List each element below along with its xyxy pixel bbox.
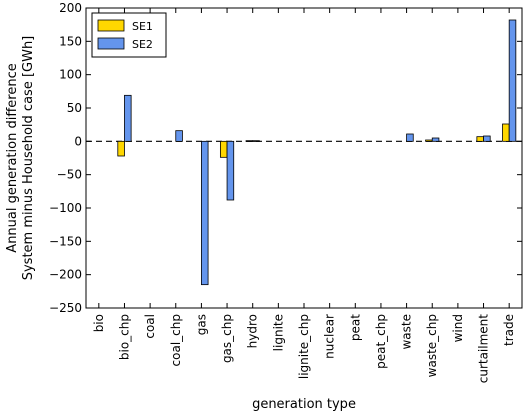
x-tick-label-trade: trade (502, 314, 516, 346)
y-tick-label: 50 (67, 101, 82, 115)
x-tick-label-gas: gas (194, 314, 208, 335)
x-tick-label-wind: wind (451, 314, 465, 342)
bar-se2-coal_chp (175, 130, 183, 142)
y-tick-label: −250 (49, 301, 82, 315)
y-tick-label: 100 (59, 68, 82, 82)
bar-se2-waste (406, 133, 414, 142)
bar-se1-gas_chp (219, 140, 228, 158)
x-tick-label-bio: bio (92, 314, 106, 332)
legend-label-se1: SE1 (132, 20, 153, 33)
bar-se1-hydro (245, 140, 254, 142)
x-tick-label-hydro: hydro (246, 314, 260, 348)
y-tick-label: −50 (57, 168, 82, 182)
x-axis-label: generation type (252, 397, 356, 412)
x-tick-label-lignite: lignite (271, 314, 285, 351)
legend-swatch-se1 (97, 19, 125, 32)
y-tick-label: 200 (59, 1, 82, 15)
bar-se2-hydro (252, 140, 260, 142)
y-tick-label: −100 (49, 201, 82, 215)
y-axis-label-line2: System minus Household case [GWh] (21, 36, 36, 281)
x-tick-label-lignite_chp: lignite_chp (297, 314, 311, 379)
y-tick-label: 150 (59, 34, 82, 48)
x-tick-label-peat_chp: peat_chp (374, 314, 388, 369)
bar-se1-trade (502, 123, 510, 142)
x-tick-label-waste_chp: waste_chp (425, 314, 439, 377)
bar-se2-bio_chp (124, 94, 132, 142)
y-tick-label: 0 (74, 134, 82, 148)
x-tick-label-nuclear: nuclear (323, 314, 337, 359)
x-tick-label-coal_chp: coal_chp (169, 314, 183, 366)
bar-se1-waste_chp (425, 139, 433, 142)
bar-se2-curtailment (483, 135, 491, 142)
y-axis-label-line1: Annual generation difference (5, 63, 20, 252)
legend-swatch-se2 (97, 37, 125, 50)
x-tick-label-curtailment: curtailment (477, 314, 491, 384)
bar-se1-bio_chp (117, 140, 125, 157)
y-tick-label: −200 (49, 268, 82, 282)
bar-se2-gas (201, 140, 209, 286)
legend-label-se2: SE2 (132, 38, 153, 51)
x-tick-label-waste: waste (400, 314, 414, 350)
bar-se2-waste_chp (431, 137, 440, 142)
bar-se2-trade (508, 19, 517, 142)
x-tick-label-coal: coal (143, 314, 157, 339)
bar-se2-gas_chp (226, 140, 235, 201)
y-tick-label: −150 (49, 234, 82, 248)
plot-area (86, 8, 522, 308)
x-tick-label-gas_chp: gas_chp (220, 314, 234, 363)
bar-se1-curtailment (476, 136, 484, 142)
x-tick-label-peat: peat (348, 314, 362, 341)
x-tick-label-bio_chp: bio_chp (117, 314, 131, 360)
